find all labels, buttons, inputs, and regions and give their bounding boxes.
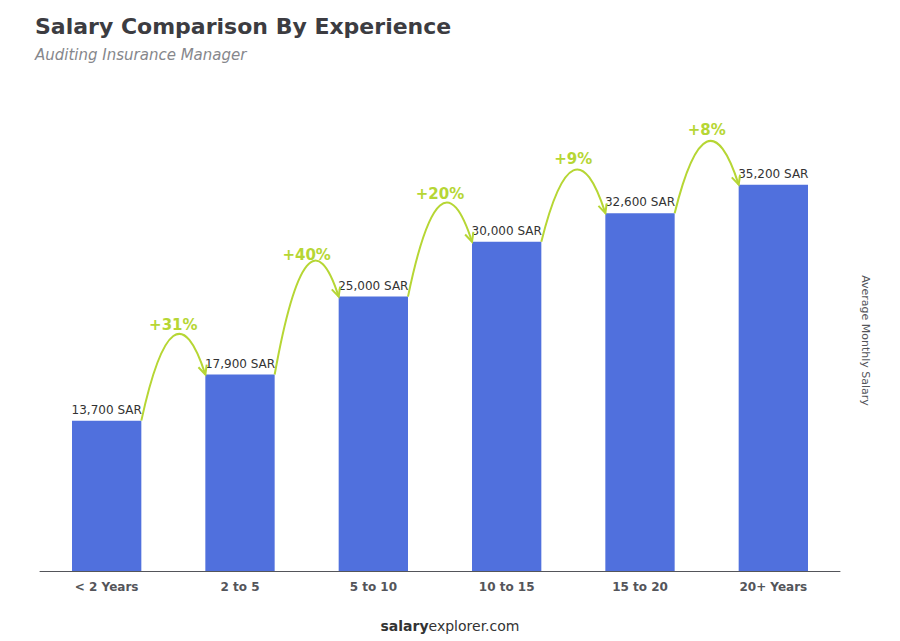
svg-text:< 2 Years: < 2 Years bbox=[75, 580, 139, 594]
svg-text:35,200 SAR: 35,200 SAR bbox=[738, 167, 808, 181]
svg-text:15 to 20: 15 to 20 bbox=[612, 580, 668, 594]
svg-text:+9%: +9% bbox=[554, 150, 592, 168]
svg-text:explorer.com: explorer.com bbox=[429, 618, 520, 634]
svg-text:25,000 SAR: 25,000 SAR bbox=[338, 279, 408, 293]
svg-text:10 to 15: 10 to 15 bbox=[479, 580, 535, 594]
svg-text:Average Monthly Salary: Average Monthly Salary bbox=[859, 275, 872, 406]
svg-text:+31%: +31% bbox=[149, 316, 197, 334]
svg-text:Salary Comparison By Experienc: Salary Comparison By Experience bbox=[35, 14, 451, 39]
svg-text:5 to 10: 5 to 10 bbox=[350, 580, 397, 594]
svg-text:+40%: +40% bbox=[282, 246, 330, 264]
svg-text:Auditing Insurance Manager: Auditing Insurance Manager bbox=[34, 46, 247, 64]
svg-text:2 to 5: 2 to 5 bbox=[220, 580, 259, 594]
svg-text:30,000 SAR: 30,000 SAR bbox=[472, 224, 542, 238]
svg-text:13,700 SAR: 13,700 SAR bbox=[72, 403, 142, 417]
svg-text:17,900 SAR: 17,900 SAR bbox=[205, 357, 275, 371]
svg-text:salary: salary bbox=[381, 618, 429, 634]
svg-text:20+ Years: 20+ Years bbox=[739, 580, 807, 594]
svg-text:32,600 SAR: 32,600 SAR bbox=[605, 195, 675, 209]
svg-text:+20%: +20% bbox=[416, 185, 464, 203]
svg-text:+8%: +8% bbox=[688, 121, 726, 139]
